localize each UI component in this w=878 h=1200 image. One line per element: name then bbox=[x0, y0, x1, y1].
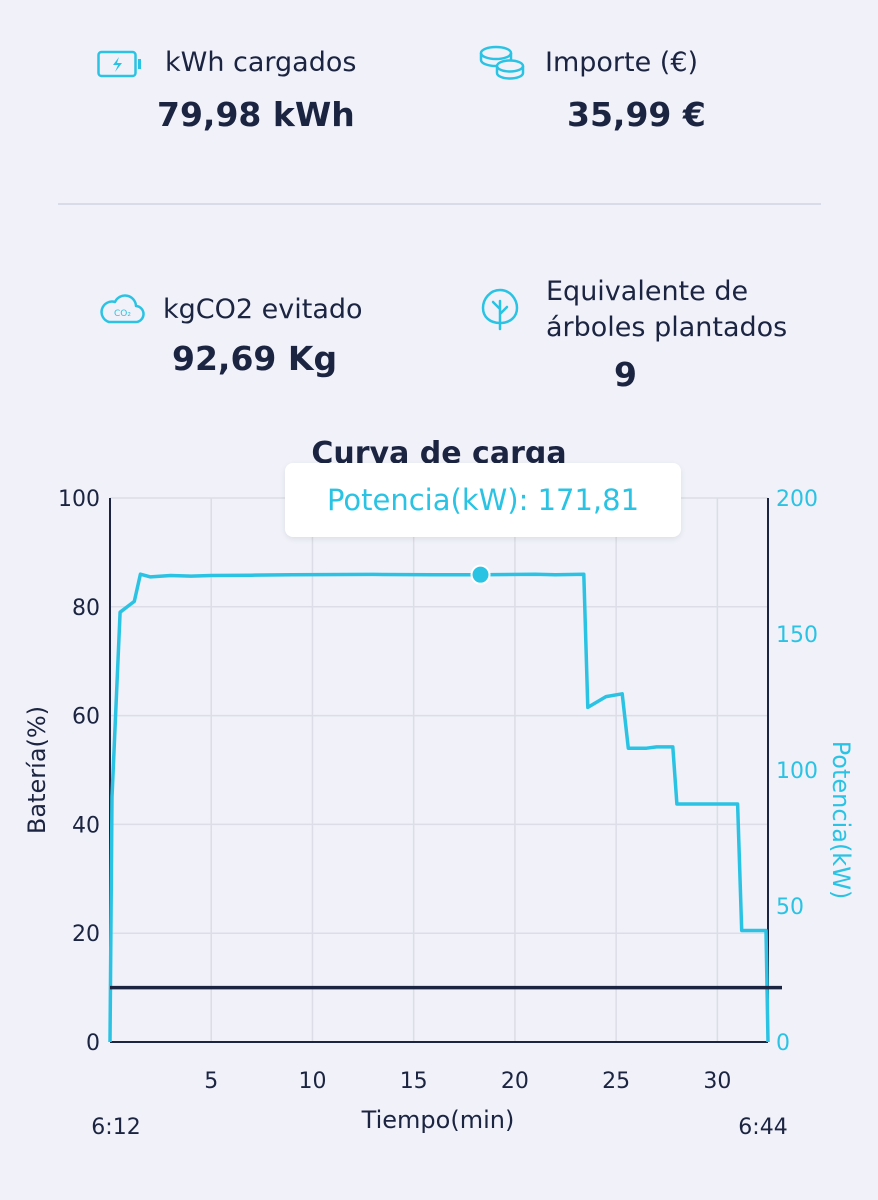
y-right-tick-label: 100 bbox=[776, 759, 818, 784]
svg-text:CO₂: CO₂ bbox=[114, 309, 131, 319]
y-left-tick-label: 80 bbox=[72, 596, 100, 621]
y-left-tick-label: 60 bbox=[72, 705, 100, 730]
y-right-tick-label: 0 bbox=[776, 1031, 790, 1056]
y-left-axis-label: Batería(%) bbox=[23, 706, 51, 834]
y-right-tick-label: 150 bbox=[776, 623, 818, 648]
battery-charging-icon bbox=[97, 50, 143, 82]
arboles-label-line1: Equivalente de bbox=[546, 276, 749, 307]
importe-label: Importe (€) bbox=[545, 47, 699, 78]
divider bbox=[58, 203, 821, 205]
power-marker-point bbox=[470, 564, 491, 585]
y-left-tick-label: 40 bbox=[72, 813, 100, 838]
y-left-tick-label: 20 bbox=[72, 922, 100, 947]
y-right-tick-label: 50 bbox=[776, 895, 804, 920]
y-left-tick-label: 0 bbox=[86, 1031, 100, 1056]
start-time-label: 6:12 bbox=[91, 1115, 140, 1140]
tree-icon bbox=[479, 287, 521, 335]
y-right-axis-label: Potencia(kW) bbox=[827, 741, 855, 900]
co2-cloud-icon: CO₂ bbox=[97, 292, 145, 330]
x-axis-label: Tiempo(min) bbox=[361, 1106, 515, 1134]
co2-label: kgCO2 evitado bbox=[163, 294, 363, 325]
importe-value: 35,99 € bbox=[567, 95, 706, 134]
x-tick-label: 25 bbox=[602, 1069, 630, 1094]
arboles-label-line2: árboles plantados bbox=[546, 312, 788, 343]
end-time-label: 6:44 bbox=[738, 1115, 787, 1140]
chart-tooltip: Potencia(kW): 171,81 bbox=[285, 463, 681, 537]
x-tick-label: 10 bbox=[298, 1069, 326, 1094]
kwh-label: kWh cargados bbox=[165, 47, 357, 78]
y-left-tick-label: 100 bbox=[58, 487, 100, 512]
power-series-line bbox=[108, 572, 770, 1043]
co2-value: 92,69 Kg bbox=[172, 339, 338, 378]
x-tick-label: 20 bbox=[501, 1069, 529, 1094]
x-tick-label: 15 bbox=[400, 1069, 428, 1094]
arboles-value: 9 bbox=[614, 355, 637, 394]
x-tick-label: 5 bbox=[204, 1069, 218, 1094]
y-right-tick-label: 200 bbox=[776, 487, 818, 512]
charge-curve-chart: 0 20 40 60 80 100 0 50 100 150 200 5 10 15 20 25 30 Tiemp… bbox=[23, 487, 855, 1140]
x-tick-label: 30 bbox=[703, 1069, 731, 1094]
kwh-value: 79,98 kWh bbox=[157, 95, 355, 134]
coins-icon bbox=[478, 44, 526, 86]
